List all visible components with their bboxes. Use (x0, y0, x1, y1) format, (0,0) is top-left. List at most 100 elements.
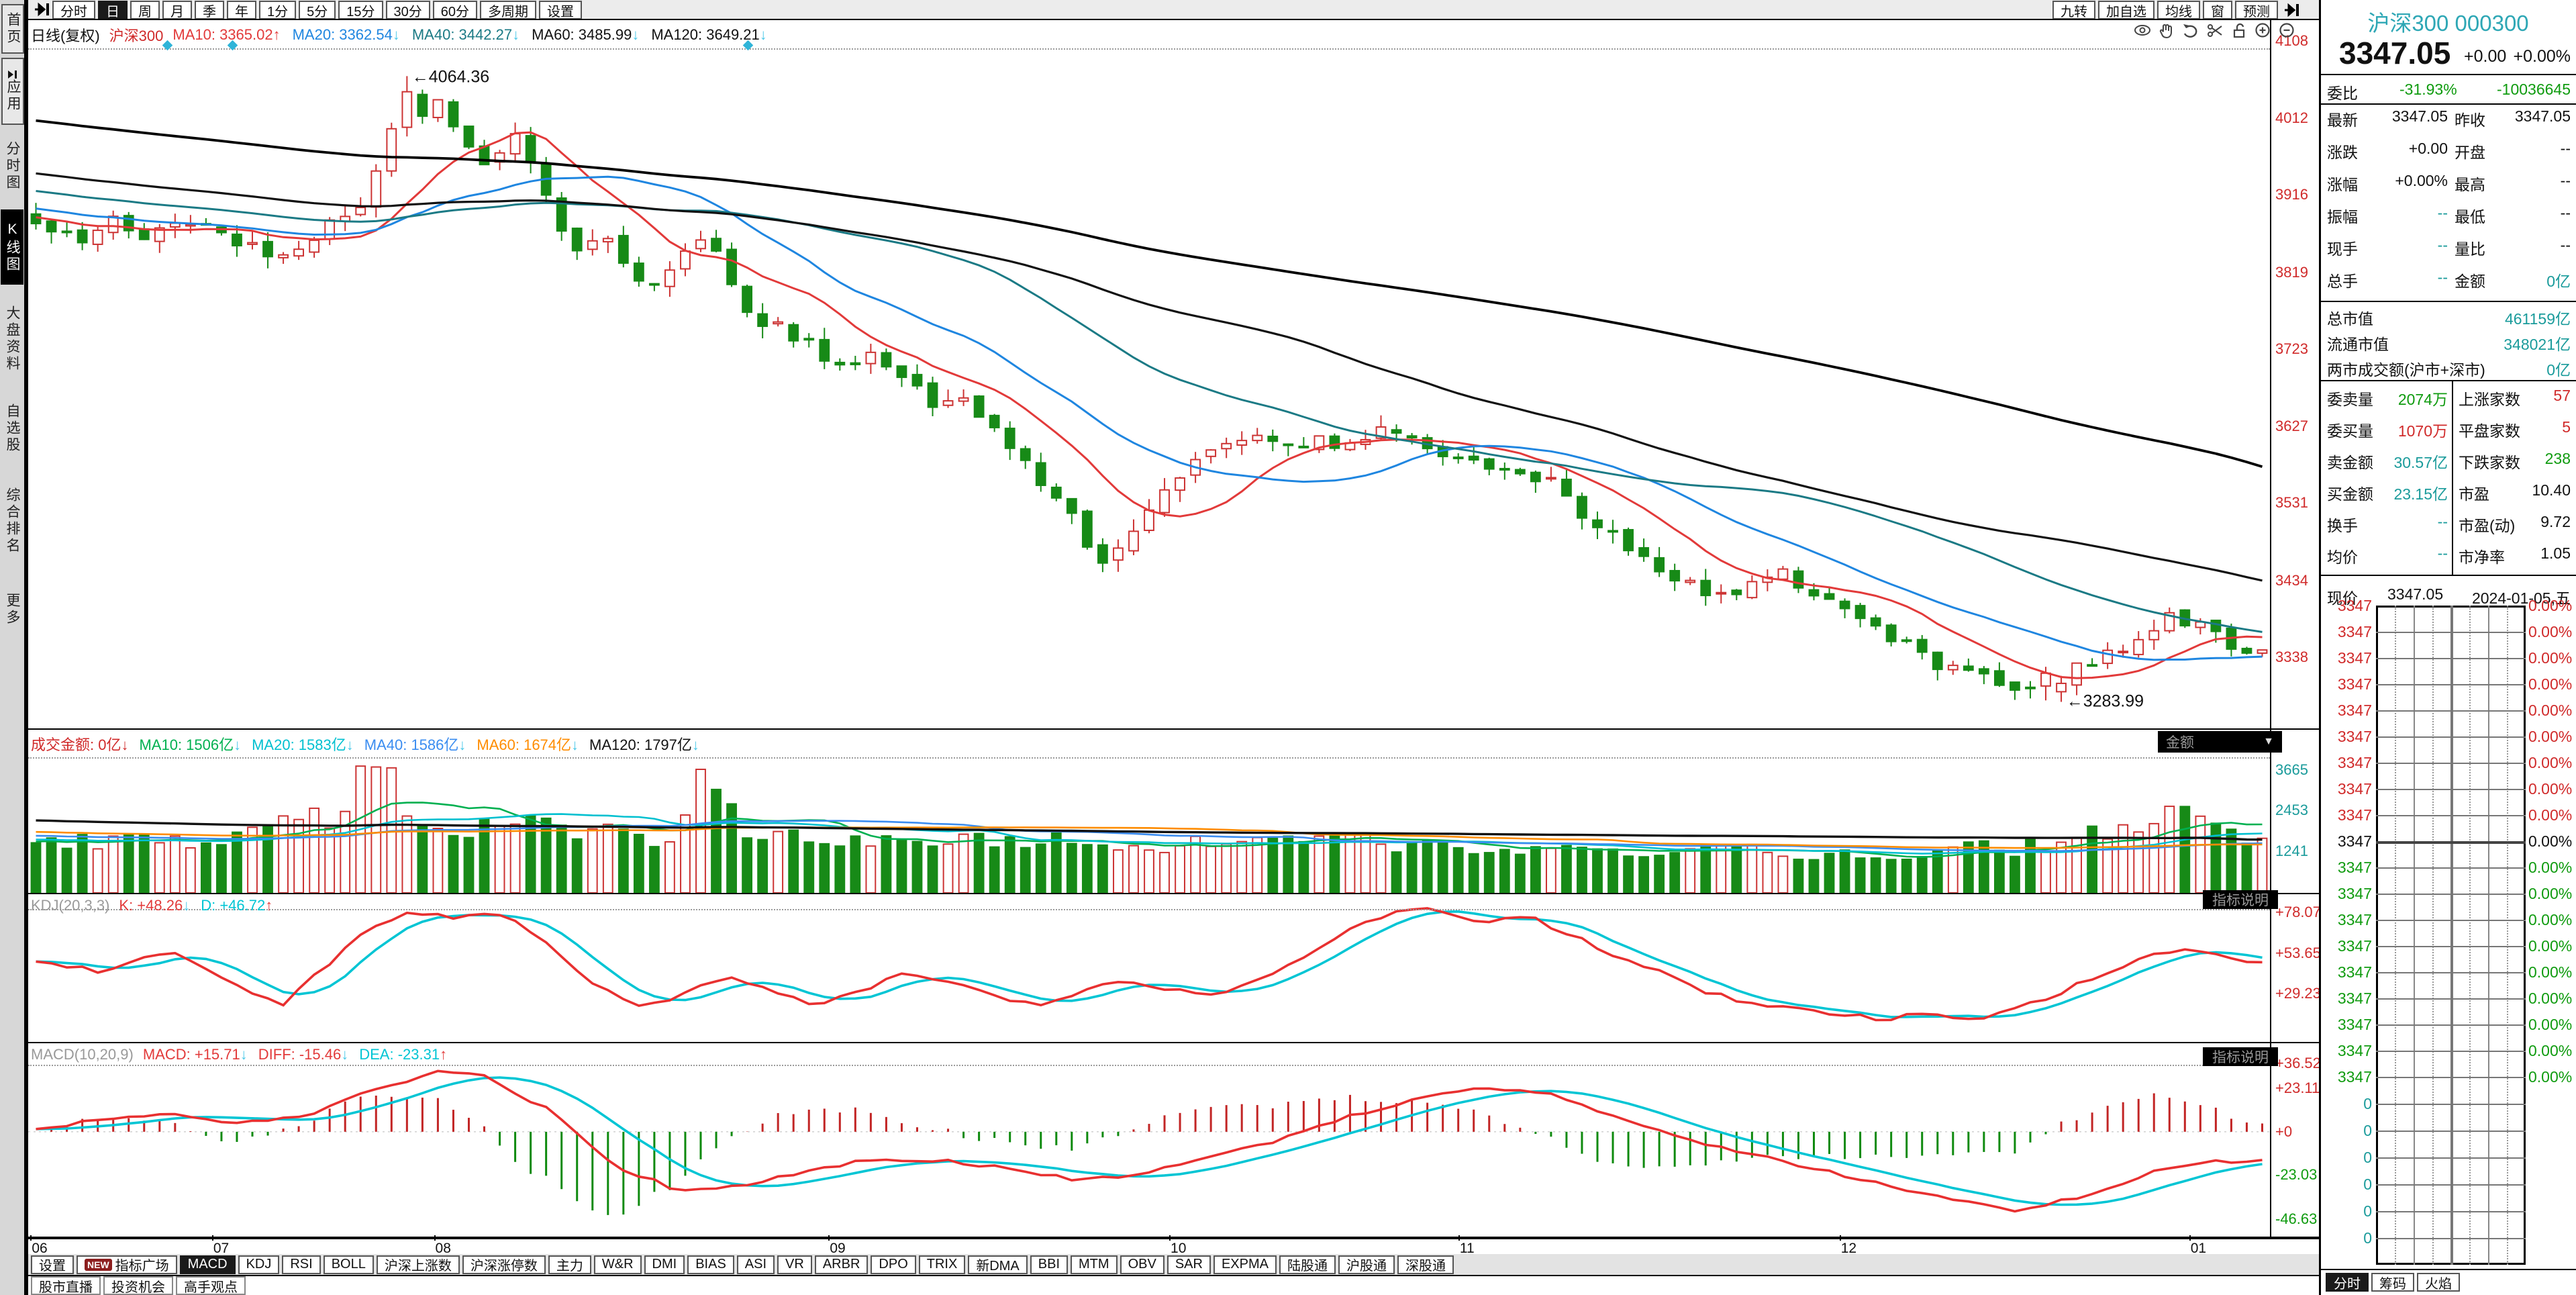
indicator-tab-沪深涨停数[interactable]: 沪深涨停数 (462, 1255, 546, 1274)
zoom-out-icon[interactable] (2278, 21, 2297, 40)
axis-tick-label: +78.07 (2275, 904, 2321, 921)
ladder-percent: 0.00% (2528, 702, 2573, 719)
indicator-tab-BIAS[interactable]: BIAS (687, 1255, 734, 1274)
indicator-tab-ASI[interactable]: ASI (736, 1255, 775, 1274)
candlestick-chart[interactable]: ←4064.36 ←3283.99 (28, 19, 2270, 728)
sidebar-item-7[interactable]: 综合排名 (1, 470, 23, 572)
period-tab-15分[interactable]: 15分 (338, 1, 383, 19)
quote-label: 量比 (2455, 240, 2485, 258)
quote-value: 1070万 (2397, 422, 2448, 440)
indicator-tab-沪深上涨数[interactable]: 沪深上涨数 (376, 1255, 460, 1274)
vol-header-divider (28, 757, 2270, 759)
macd-chart[interactable] (28, 1042, 2270, 1237)
indicator-tab-MACD[interactable]: MACD (179, 1255, 236, 1274)
indicator-tab-设置[interactable]: 设置 (31, 1255, 74, 1274)
quote-label: 下跌家数 (2459, 454, 2520, 471)
indicator-tab-指标广场[interactable]: NEW 指标广场 (77, 1255, 177, 1274)
scissors-icon[interactable] (2206, 21, 2224, 40)
quote-label: 总市值 (2327, 310, 2373, 328)
indicator-tab-主力[interactable]: 主力 (548, 1255, 591, 1274)
indicator-tab-VR[interactable]: VR (777, 1255, 812, 1274)
indicator-tab-TRIX[interactable]: TRIX (918, 1255, 966, 1274)
indicator-tab-DPO[interactable]: DPO (871, 1255, 916, 1274)
indicator-tab-DMI[interactable]: DMI (644, 1255, 685, 1274)
sidebar-item-4[interactable]: K线图 (1, 209, 23, 285)
trend-arrow-icon: ↓ (392, 26, 400, 43)
bottom-link-高手观点[interactable]: 高手观点 (176, 1276, 246, 1295)
period-tab-设置[interactable]: 设置 (539, 1, 582, 19)
bottom-link-股市直播[interactable]: 股市直播 (31, 1276, 101, 1295)
indicator-tab-RSI[interactable]: RSI (282, 1255, 321, 1274)
indicator-tab-KDJ[interactable]: KDJ (238, 1255, 280, 1274)
zoom-in-icon[interactable] (2254, 21, 2273, 40)
period-tab-多周期[interactable]: 多周期 (480, 1, 536, 19)
indicator-tab-新DMA[interactable]: 新DMA (968, 1255, 1028, 1274)
indicator-tab-BOLL[interactable]: BOLL (323, 1255, 374, 1274)
ladder-percent: 0.00% (2528, 806, 2573, 824)
panel-tab-火焰[interactable]: 火焰 (2417, 1273, 2460, 1292)
main-symbol: 沪深300 (109, 28, 164, 44)
eye-icon[interactable] (2133, 21, 2152, 40)
hand-icon[interactable] (2157, 21, 2176, 40)
macd-info-badge[interactable]: 指标说明 (2203, 1047, 2278, 1066)
quote-label: 换手 (2327, 517, 2358, 534)
sidebar-item-8[interactable]: 更多 (1, 579, 23, 640)
ladder-row-line (2376, 1157, 2526, 1159)
bottom-link-投资机会[interactable]: 投资机会 (103, 1276, 173, 1295)
quote-value: 2074万 (2397, 391, 2448, 408)
main-ma-item-3: MA40: 3442.27↓ (411, 26, 520, 43)
time-axis: 06 07 08 09 10 11 12 01 (28, 1235, 2270, 1256)
ladder-percent: 0.00% (2528, 1042, 2573, 1059)
main-period-label[interactable]: 日线(复权) (31, 28, 100, 44)
sidebar-item-label: 综合排名 (5, 487, 20, 555)
indicator-tab-OBV[interactable]: OBV (1120, 1255, 1165, 1274)
arrow-to-line-icon[interactable] (2283, 3, 2301, 17)
indicator-tab-陆股通[interactable]: 陆股通 (1279, 1255, 1336, 1274)
panel-tab-分时[interactable]: 分时 (2326, 1273, 2369, 1292)
macd-item-3: DEA: -23.31↑ (359, 1046, 448, 1063)
sidebar-item-1[interactable]: 首页 (1, 4, 24, 54)
indicator-tab-EXPMA[interactable]: EXPMA (1213, 1255, 1277, 1274)
quote-value: -- (2560, 236, 2571, 254)
quote-value: 0亿 (2546, 273, 2571, 290)
ladder-percent: 0.00% (2528, 597, 2573, 614)
sidebar-item-6[interactable]: 自选股 (1, 393, 23, 463)
symbol-title[interactable]: 沪深300 000300 (2367, 11, 2529, 36)
axis-tick-label: -23.03 (2275, 1166, 2318, 1184)
panel-tab-筹码[interactable]: 筹码 (2371, 1273, 2414, 1292)
quote-label: 两市成交额(沪市+深市) (2327, 361, 2485, 379)
toolbar-button-窗[interactable]: 窗 (2203, 1, 2232, 19)
arrow-to-line-icon[interactable] (34, 2, 51, 17)
indicator-tab-bar: 设置 NEW 指标广场 MACD KDJ RSI BOLL 沪深上涨数 沪深涨停数 主力 W&R DM… (28, 1254, 2320, 1275)
indicator-tab-SAR[interactable]: SAR (1167, 1255, 1211, 1274)
quote-label: 涨幅 (2327, 176, 2358, 193)
indicator-tab-深股通[interactable]: 深股通 (1397, 1255, 1454, 1274)
sidebar-item-2[interactable]: 应用 (1, 58, 24, 125)
ladder-price: 3347 (2337, 728, 2372, 745)
quote-value: -- (2437, 204, 2448, 222)
kdj-chart[interactable] (28, 893, 2270, 1042)
undo-icon[interactable] (2181, 21, 2200, 40)
sidebar-item-5[interactable]: 大盘资料 (1, 291, 23, 387)
toolbar-button-预测[interactable]: 预测 (2235, 1, 2278, 19)
period-tab-周[interactable]: 周 (130, 1, 160, 19)
lock-icon[interactable] (2230, 21, 2248, 40)
indicator-tab-沪股通[interactable]: 沪股通 (1338, 1255, 1395, 1274)
indicator-tab-BBI[interactable]: BBI (1030, 1255, 1069, 1274)
period-tab-30分[interactable]: 30分 (385, 1, 430, 19)
period-tab-1分[interactable]: 1分 (259, 1, 297, 19)
sidebar-item-3[interactable]: 分时图 (1, 129, 23, 203)
period-tab-月[interactable]: 月 (162, 1, 192, 19)
indicator-tab-W&R[interactable]: W&R (593, 1255, 642, 1274)
main-ma-item-2: MA20: 3362.54↓ (292, 26, 400, 43)
amount-dropdown[interactable]: 金额 ▼ (2158, 731, 2282, 753)
ladder-row-line (2376, 972, 2526, 973)
sidebar-item-label: 更多 (5, 593, 20, 626)
quote-label: 买金额 (2327, 485, 2373, 503)
volume-chart[interactable] (28, 728, 2270, 893)
kdj-info-badge[interactable]: 指标说明 (2203, 890, 2278, 909)
period-tab-5分[interactable]: 5分 (299, 1, 336, 19)
ladder-row-line (2376, 1238, 2526, 1239)
indicator-tab-ARBR[interactable]: ARBR (814, 1255, 869, 1274)
indicator-tab-MTM[interactable]: MTM (1071, 1255, 1118, 1274)
